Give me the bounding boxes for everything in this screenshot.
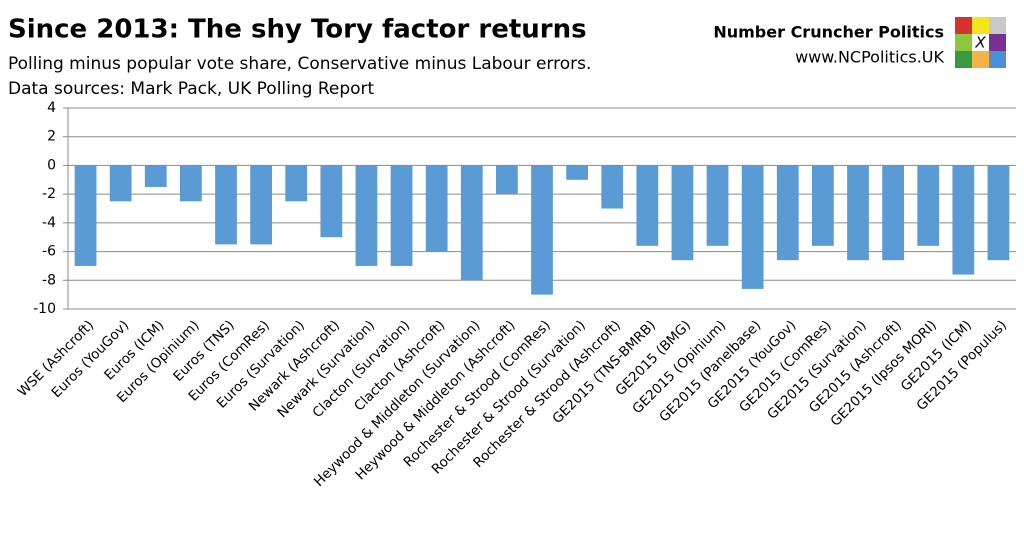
bar	[425, 165, 448, 252]
bar	[987, 165, 1010, 261]
logo-tile	[955, 17, 972, 34]
y-tick-label: -8	[42, 272, 56, 288]
bar	[144, 165, 167, 187]
logo-tile	[972, 17, 989, 34]
logo-tile	[955, 34, 972, 51]
y-tick-label: 0	[47, 157, 56, 173]
brand-url: www.NCPolitics.UK	[795, 48, 944, 67]
chart-source: Data sources: Mark Pack, UK Polling Repo…	[8, 79, 375, 99]
y-tick-label: -10	[33, 301, 56, 317]
logo: X	[955, 17, 1006, 68]
bar	[355, 165, 378, 266]
logo-mark: X	[974, 34, 986, 52]
logo-tile	[989, 51, 1006, 68]
bar	[636, 165, 659, 246]
bar	[496, 165, 518, 195]
y-tick-label: 2	[47, 129, 56, 145]
bar	[250, 165, 272, 245]
bar	[601, 165, 624, 209]
bar	[776, 165, 799, 261]
bar	[285, 165, 308, 202]
chart-subtitle: Polling minus popular vote share, Conser…	[8, 54, 591, 74]
brand-name: Number Cruncher Politics	[713, 23, 944, 42]
logo-tile	[972, 51, 989, 68]
bar	[531, 165, 553, 295]
bar	[706, 165, 729, 246]
logo-tile	[989, 17, 1006, 34]
bar	[109, 165, 132, 202]
bar	[320, 165, 343, 238]
y-tick-label: 4	[47, 100, 56, 116]
bar	[952, 165, 975, 275]
bar	[671, 165, 694, 261]
chart-title: Since 2013: The shy Tory factor returns	[8, 15, 587, 45]
bar	[741, 165, 764, 289]
bar	[812, 165, 834, 246]
y-tick-label: -2	[42, 186, 56, 202]
y-tick-label: -4	[42, 215, 56, 231]
bar	[74, 165, 97, 266]
bar	[460, 165, 483, 281]
logo-tile	[972, 34, 989, 51]
bar	[882, 165, 904, 261]
bar	[180, 165, 202, 202]
logo-tile	[955, 51, 972, 68]
y-tick-label: -6	[42, 244, 56, 260]
bar	[215, 165, 237, 245]
bar	[917, 165, 940, 246]
bar	[566, 165, 588, 180]
bar	[847, 165, 869, 261]
logo-tile	[989, 34, 1006, 51]
bar	[390, 165, 413, 266]
